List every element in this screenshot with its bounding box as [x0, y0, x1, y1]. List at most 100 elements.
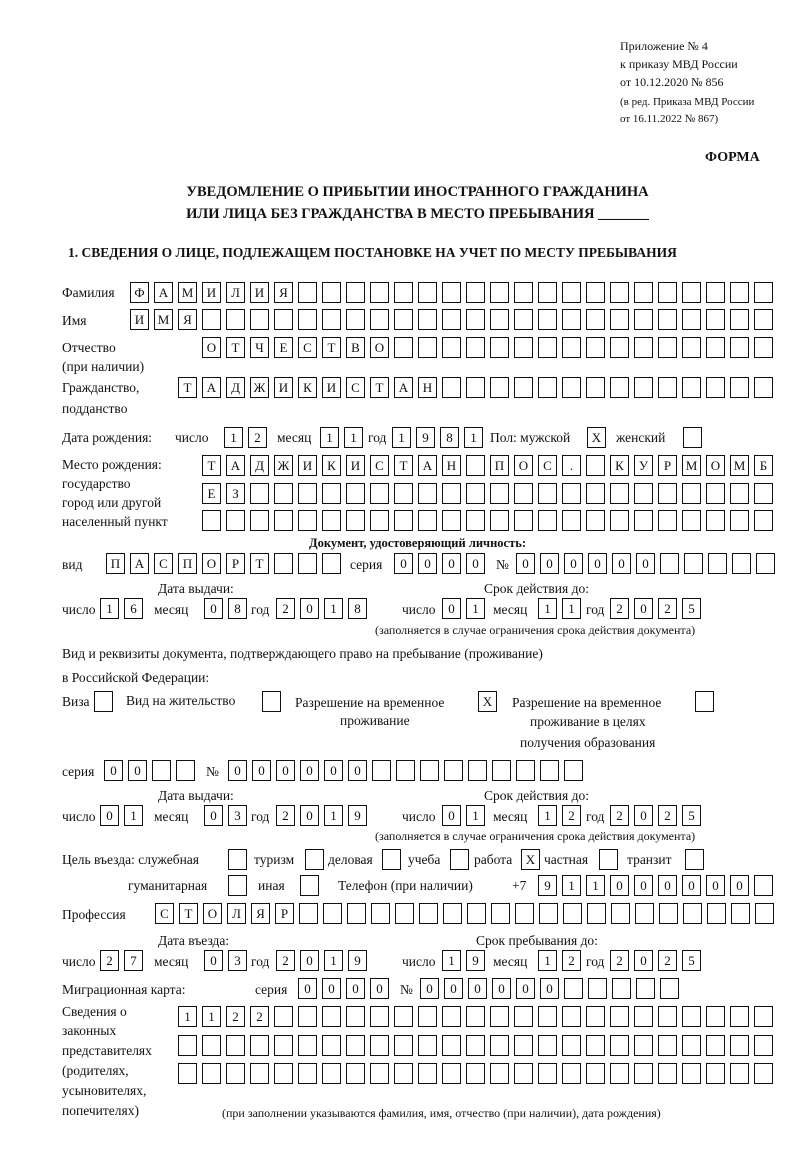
- char-cell[interactable]: [610, 1035, 629, 1056]
- char-cell[interactable]: [731, 903, 750, 924]
- char-cell[interactable]: 0: [516, 978, 535, 999]
- char-cell[interactable]: [298, 553, 317, 574]
- char-cell[interactable]: [442, 1063, 461, 1084]
- purpose-tourism-checkbox[interactable]: [305, 849, 324, 870]
- char-cell[interactable]: [468, 760, 487, 781]
- char-cell[interactable]: 0: [418, 553, 437, 574]
- char-cell[interactable]: [658, 1035, 677, 1056]
- char-cell[interactable]: У: [634, 455, 653, 476]
- visa-checkbox[interactable]: [94, 691, 113, 712]
- char-cell[interactable]: [370, 1063, 389, 1084]
- char-cell[interactable]: [682, 377, 701, 398]
- char-cell[interactable]: [442, 510, 461, 531]
- char-cell[interactable]: [176, 760, 195, 781]
- char-cell[interactable]: 0: [204, 950, 223, 971]
- char-cell[interactable]: 2: [100, 950, 119, 971]
- char-cell[interactable]: 0: [324, 760, 343, 781]
- char-cell[interactable]: [322, 483, 341, 504]
- char-cell[interactable]: 2: [610, 598, 629, 619]
- char-cell[interactable]: 0: [252, 760, 271, 781]
- char-cell[interactable]: [419, 903, 438, 924]
- char-cell[interactable]: [754, 1006, 773, 1027]
- char-cell[interactable]: Т: [179, 903, 198, 924]
- char-cell[interactable]: 1: [344, 427, 363, 448]
- char-cell[interactable]: [634, 483, 653, 504]
- char-cell[interactable]: [706, 282, 725, 303]
- char-cell[interactable]: [298, 510, 317, 531]
- char-cell[interactable]: [706, 1063, 725, 1084]
- char-cell[interactable]: [467, 903, 486, 924]
- purpose-humanitarian-checkbox[interactable]: [228, 875, 247, 896]
- char-cell[interactable]: [706, 1035, 725, 1056]
- char-cell[interactable]: [370, 483, 389, 504]
- char-cell[interactable]: [586, 282, 605, 303]
- char-cell[interactable]: 0: [442, 553, 461, 574]
- char-cell[interactable]: [706, 510, 725, 531]
- char-cell[interactable]: Т: [322, 337, 341, 358]
- char-cell[interactable]: 0: [466, 553, 485, 574]
- char-cell[interactable]: 0: [100, 805, 119, 826]
- char-cell[interactable]: [514, 483, 533, 504]
- char-cell[interactable]: [250, 309, 269, 330]
- char-cell[interactable]: М: [154, 309, 173, 330]
- char-cell[interactable]: Т: [178, 377, 197, 398]
- char-cell[interactable]: Ф: [130, 282, 149, 303]
- char-cell[interactable]: [418, 483, 437, 504]
- purpose-work-checkbox[interactable]: X: [521, 849, 540, 870]
- char-cell[interactable]: [394, 510, 413, 531]
- char-cell[interactable]: 5: [682, 805, 701, 826]
- char-cell[interactable]: [490, 309, 509, 330]
- char-cell[interactable]: [659, 903, 678, 924]
- char-cell[interactable]: [562, 1006, 581, 1027]
- char-cell[interactable]: Н: [418, 377, 437, 398]
- char-cell[interactable]: О: [706, 455, 725, 476]
- purpose-official-checkbox[interactable]: [228, 849, 247, 870]
- char-cell[interactable]: [610, 309, 629, 330]
- char-cell[interactable]: С: [346, 377, 365, 398]
- char-cell[interactable]: [274, 1035, 293, 1056]
- char-cell[interactable]: 2: [276, 598, 295, 619]
- char-cell[interactable]: [754, 309, 773, 330]
- char-cell[interactable]: А: [226, 455, 245, 476]
- char-cell[interactable]: [634, 1006, 653, 1027]
- char-cell[interactable]: [274, 510, 293, 531]
- char-cell[interactable]: [298, 1006, 317, 1027]
- char-cell[interactable]: Я: [251, 903, 270, 924]
- char-cell[interactable]: [610, 337, 629, 358]
- char-cell[interactable]: [346, 309, 365, 330]
- char-cell[interactable]: [492, 760, 511, 781]
- char-cell[interactable]: 1: [202, 1006, 221, 1027]
- char-cell[interactable]: Е: [202, 483, 221, 504]
- char-cell[interactable]: О: [514, 455, 533, 476]
- char-cell[interactable]: [682, 1035, 701, 1056]
- char-cell[interactable]: С: [538, 455, 557, 476]
- char-cell[interactable]: [610, 1006, 629, 1027]
- char-cell[interactable]: [658, 309, 677, 330]
- char-cell[interactable]: [658, 1063, 677, 1084]
- char-cell[interactable]: [347, 903, 366, 924]
- char-cell[interactable]: [322, 510, 341, 531]
- char-cell[interactable]: 0: [128, 760, 147, 781]
- char-cell[interactable]: [562, 510, 581, 531]
- char-cell[interactable]: 5: [682, 950, 701, 971]
- char-cell[interactable]: [610, 483, 629, 504]
- char-cell[interactable]: [682, 1006, 701, 1027]
- char-cell[interactable]: [538, 1006, 557, 1027]
- char-cell[interactable]: [730, 377, 749, 398]
- char-cell[interactable]: 0: [204, 805, 223, 826]
- char-cell[interactable]: 0: [300, 805, 319, 826]
- char-cell[interactable]: 1: [442, 950, 461, 971]
- char-cell[interactable]: 2: [276, 805, 295, 826]
- char-cell[interactable]: 0: [540, 553, 559, 574]
- char-cell[interactable]: 1: [224, 427, 243, 448]
- char-cell[interactable]: Ж: [250, 377, 269, 398]
- char-cell[interactable]: 0: [634, 950, 653, 971]
- char-cell[interactable]: [754, 510, 773, 531]
- char-cell[interactable]: [586, 309, 605, 330]
- char-cell[interactable]: И: [250, 282, 269, 303]
- trp-checkbox[interactable]: X: [478, 691, 497, 712]
- char-cell[interactable]: 9: [416, 427, 435, 448]
- char-cell[interactable]: [754, 282, 773, 303]
- char-cell[interactable]: [634, 1035, 653, 1056]
- char-cell[interactable]: [394, 483, 413, 504]
